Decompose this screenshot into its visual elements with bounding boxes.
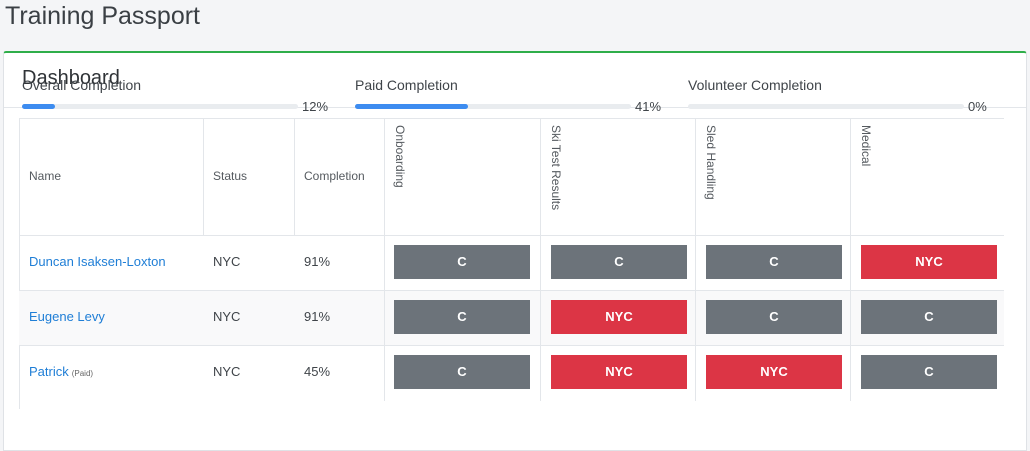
status-cell: NYC: [213, 254, 241, 269]
person-link[interactable]: Patrick (Paid): [29, 364, 94, 379]
paid-completion: Paid Completion 41%: [355, 77, 661, 114]
training-table: Name Status Completion Onboarding Ski Te…: [19, 118, 1004, 409]
sled-handling-badge[interactable]: C: [706, 300, 842, 334]
ski-test-badge[interactable]: C: [551, 245, 687, 279]
header-completion[interactable]: Completion: [295, 119, 385, 235]
onboarding-badge[interactable]: C: [394, 300, 530, 334]
progress-fill: [355, 104, 469, 109]
onboarding-badge[interactable]: C: [394, 355, 530, 389]
progress-label: Paid Completion: [355, 77, 458, 93]
sled-handling-badge[interactable]: NYC: [706, 355, 842, 389]
header-name[interactable]: Name: [19, 119, 204, 235]
sled-handling-badge[interactable]: C: [706, 245, 842, 279]
status-cell: NYC: [213, 364, 241, 379]
progress-bar: [355, 104, 631, 109]
header-medical[interactable]: Medical: [851, 119, 1004, 235]
progress-fill: [22, 104, 56, 109]
medical-badge[interactable]: NYC: [861, 245, 997, 279]
medical-badge[interactable]: C: [861, 355, 997, 389]
progress-value: 12%: [302, 99, 329, 114]
overall-completion: Overall Completion 12%: [22, 77, 328, 114]
status-cell: NYC: [213, 309, 241, 324]
volunteer-completion: Volunteer Completion 0%: [688, 77, 987, 114]
progress-value: 0%: [968, 99, 987, 114]
progress-label: Volunteer Completion: [688, 77, 822, 93]
card-title: Dashboard: [22, 67, 120, 89]
table-row: Patrick (Paid) NYC 45% C NYC NYC C: [19, 345, 1004, 401]
table-row: Eugene Levy NYC 91% C NYC C C: [19, 290, 1004, 346]
ski-test-badge[interactable]: NYC: [551, 355, 687, 389]
progress-value: 41%: [635, 99, 662, 114]
card-header: Dashboard: [4, 53, 1026, 108]
progress-bar: [688, 104, 964, 109]
person-link[interactable]: Eugene Levy: [29, 309, 105, 324]
progress-bar: [22, 104, 298, 109]
completion-cell: 45%: [304, 364, 331, 379]
table-row: Duncan Isaksen-Loxton NYC 91% C C C NYC: [19, 235, 1004, 291]
medical-badge[interactable]: C: [861, 300, 997, 334]
header-onboarding[interactable]: Onboarding: [385, 119, 541, 235]
page-title: Training Passport: [5, 2, 200, 30]
person-link[interactable]: Duncan Isaksen-Loxton: [29, 254, 166, 269]
onboarding-badge[interactable]: C: [394, 245, 530, 279]
progress-label: Overall Completion: [22, 77, 142, 93]
ski-test-badge[interactable]: NYC: [551, 300, 687, 334]
completion-cell: 91%: [304, 309, 331, 324]
header-status[interactable]: Status: [204, 119, 295, 235]
person-tag: (Paid): [71, 369, 94, 378]
header-ski-test-results[interactable]: Ski Test Results: [541, 119, 696, 235]
completion-cell: 91%: [304, 254, 331, 269]
header-sled-handling[interactable]: Sled Handling: [696, 119, 851, 235]
